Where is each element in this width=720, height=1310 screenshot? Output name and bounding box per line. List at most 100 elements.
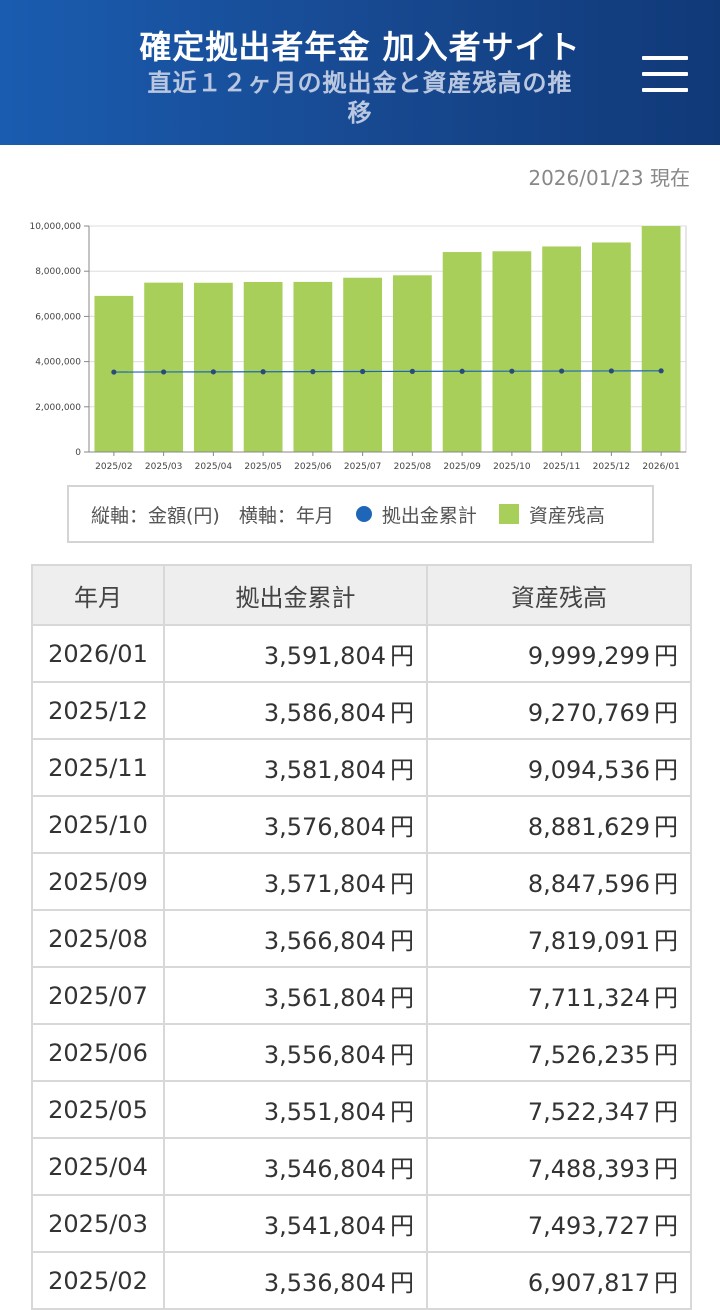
cell-contrib-value: 3,551,804 (263, 1098, 386, 1126)
cell-contrib: 3,551,804 円 (163, 1080, 428, 1139)
cell-unit: 円 (654, 1155, 678, 1183)
cell-asset-value: 7,526,235 (527, 1041, 650, 1069)
cell-contrib: 3,581,804 円 (163, 738, 428, 797)
cell-asset-value: 9,270,769 (527, 699, 650, 727)
cell-asset: 9,094,536 円 (426, 738, 692, 797)
cell-contrib-value: 3,591,804 (263, 642, 386, 670)
x-tick-label: 2025/11 (543, 462, 580, 472)
bar-asset (591, 242, 631, 452)
menu-bar (642, 88, 688, 92)
bar-asset (542, 246, 582, 452)
table-row: 2025/04 3,546,804 円 7,488,393 円 (31, 1137, 692, 1196)
cell-contrib-value: 3,556,804 (263, 1041, 386, 1069)
cell-unit: 円 (390, 1212, 414, 1240)
point-contrib (310, 369, 316, 375)
x-tick-label: 2025/09 (443, 462, 481, 472)
cell-contrib: 3,571,804 円 (163, 852, 428, 911)
bar-asset (392, 275, 432, 452)
col-header-asset: 資産残高 (426, 564, 692, 626)
point-contrib (161, 369, 167, 375)
menu-bar (642, 72, 688, 76)
plot-area (88, 225, 687, 453)
legend-axis-note-text: 縦軸：金額(円) 横軸：年月 (91, 504, 334, 527)
table-row: 2025/03 3,541,804 円 7,493,727 円 (31, 1194, 692, 1253)
y-tick-label: 2,000,000 (35, 403, 81, 413)
cell-unit: 円 (390, 1269, 414, 1297)
y-tick-label: 8,000,000 (35, 267, 81, 277)
cell-unit: 円 (654, 984, 678, 1012)
cell-unit: 円 (390, 927, 414, 955)
point-contrib (459, 368, 465, 374)
cell-month: 2025/07 (31, 966, 165, 1025)
x-tick-label: 2025/10 (493, 462, 531, 472)
cell-asset: 7,711,324 円 (426, 966, 692, 1025)
cell-unit: 円 (654, 1098, 678, 1126)
cell-month: 2025/09 (31, 852, 165, 911)
cell-asset-value: 9,999,299 (527, 642, 650, 670)
hamburger-menu-icon[interactable] (638, 52, 690, 96)
cell-month: 2025/04 (31, 1137, 165, 1196)
bar-asset (193, 282, 233, 452)
x-tick-label: 2025/02 (95, 462, 132, 472)
cell-month: 2025/11 (31, 738, 165, 797)
bar-asset (343, 277, 383, 452)
cell-month: 2026/01 (31, 624, 165, 683)
chart-legend: 縦軸：金額(円) 横軸：年月 拠出金累計 資産残高 (67, 485, 654, 543)
as-of-date: 2026/01/23 現在 (528, 166, 690, 190)
cell-asset: 8,881,629 円 (426, 795, 692, 854)
y-tick-label: 10,000,000 (29, 222, 81, 232)
cell-contrib-value: 3,586,804 (263, 699, 386, 727)
cell-asset-value: 7,488,393 (527, 1155, 650, 1183)
cell-unit: 円 (390, 1155, 414, 1183)
cell-asset-value: 8,847,596 (527, 870, 650, 898)
cell-asset-value: 9,094,536 (527, 756, 650, 784)
cell-contrib: 3,561,804 円 (163, 966, 428, 1025)
cell-unit: 円 (390, 756, 414, 784)
site-header: 確定拠出者年金 加入者サイト 直近１２ヶ月の拠出金と資産残高の推 移 (0, 0, 720, 145)
table-row: 2025/09 3,571,804 円 8,847,596 円 (31, 852, 692, 911)
cell-contrib-value: 3,566,804 (263, 927, 386, 955)
legend-contrib-label: 拠出金累計 (381, 504, 477, 527)
cell-asset-value: 7,493,727 (527, 1212, 650, 1240)
cell-unit: 円 (390, 813, 414, 841)
cell-unit: 円 (390, 699, 414, 727)
cell-unit: 円 (390, 870, 414, 898)
asset-chart: 0 2,000,000 4,000,000 6,000,000 8,000,000 10,… (29, 222, 687, 472)
page-subtitle-line1: 直近１２ヶ月の拠出金と資産残高の推 (147, 69, 573, 97)
cell-asset: 7,819,091 円 (426, 909, 692, 968)
cell-unit: 円 (654, 1041, 678, 1069)
table-row: 2025/05 3,551,804 円 7,522,347 円 (31, 1080, 692, 1139)
site-title: 確定拠出者年金 加入者サイト (139, 28, 581, 66)
table-row: 2025/11 3,581,804 円 9,094,536 円 (31, 738, 692, 797)
cell-unit: 円 (390, 1041, 414, 1069)
point-contrib (260, 369, 266, 375)
cell-unit: 円 (390, 642, 414, 670)
cell-asset: 9,999,299 円 (426, 624, 692, 683)
cell-contrib: 3,591,804 円 (163, 624, 428, 683)
cell-month: 2025/08 (31, 909, 165, 968)
line-contrib (113, 370, 662, 373)
col-header-month: 年月 (31, 564, 165, 626)
menu-bar (642, 56, 688, 60)
cell-asset-value: 8,881,629 (527, 813, 650, 841)
bar-asset (243, 281, 283, 452)
point-contrib (559, 368, 565, 374)
x-tick-label: 2025/04 (195, 462, 233, 472)
table-row: 2025/08 3,566,804 円 7,819,091 円 (31, 909, 692, 968)
cell-unit: 円 (654, 1212, 678, 1240)
cell-month: 2025/03 (31, 1194, 165, 1253)
table-row: 2026/01 3,591,804 円 9,999,299 円 (31, 624, 692, 683)
x-tick-label: 2025/05 (244, 462, 281, 472)
cell-month: 2025/12 (31, 681, 165, 740)
cell-unit: 円 (654, 642, 678, 670)
cell-contrib-value: 3,541,804 (263, 1212, 386, 1240)
y-tick-label: 6,000,000 (35, 312, 81, 322)
cell-asset-value: 7,711,324 (527, 984, 650, 1012)
cell-contrib-value: 3,576,804 (263, 813, 386, 841)
bar-asset (641, 226, 681, 452)
cell-asset: 9,270,769 円 (426, 681, 692, 740)
point-contrib (210, 369, 216, 375)
bar-asset (293, 281, 333, 452)
point-contrib (658, 368, 664, 374)
legend-square-icon (498, 504, 519, 524)
